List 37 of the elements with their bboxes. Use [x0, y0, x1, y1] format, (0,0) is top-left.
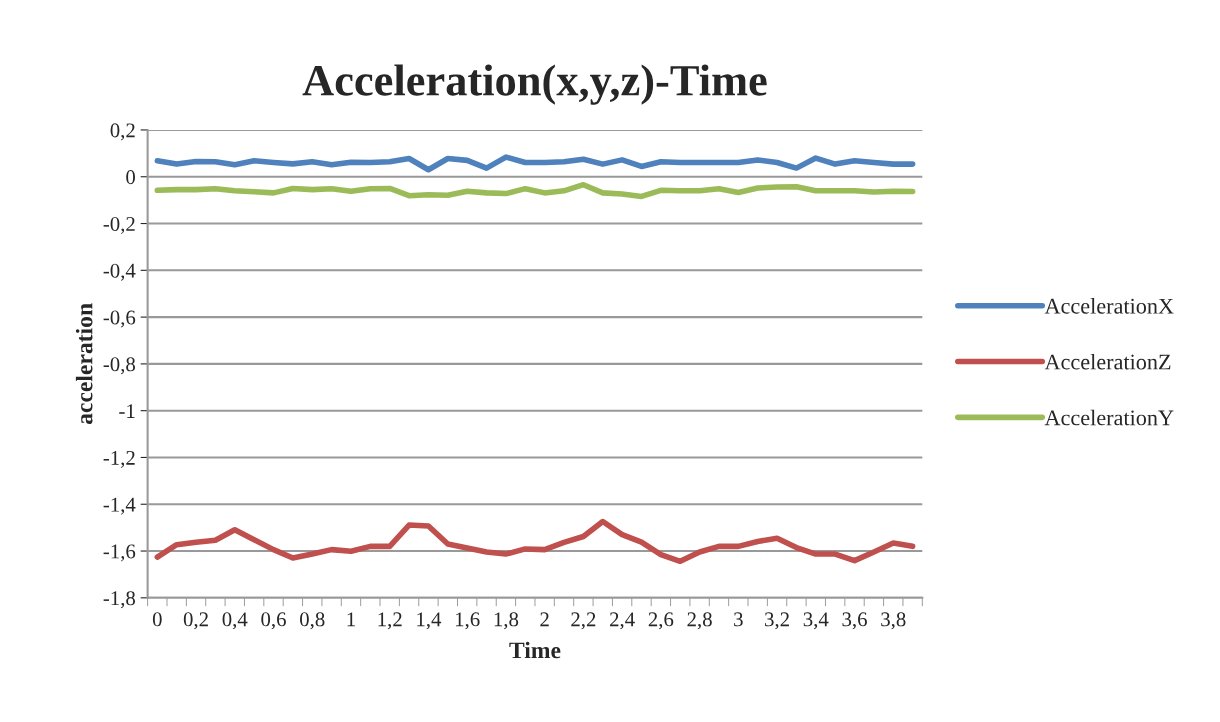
y-tick-label: 0: [126, 170, 136, 185]
x-tick-label: 2,2: [571, 612, 596, 630]
x-tick-label: 0: [152, 612, 162, 627]
y-tick-label: -0,8: [103, 357, 136, 375]
x-tick-label: 3,2: [765, 612, 789, 630]
x-tick-label: 2,4: [610, 612, 635, 630]
y-tick-label: 0,2: [110, 123, 135, 141]
x-tick-label: 0,6: [261, 612, 286, 630]
y-tick-label: -0,2: [103, 216, 135, 234]
x-tick-label: 0,8: [300, 612, 325, 630]
x-tick-label: 0,4: [222, 612, 248, 630]
x-tick-label: 1,2: [378, 612, 402, 630]
y-tick-label: -1,6: [103, 544, 136, 562]
legend-label: AccelerationX: [1044, 298, 1174, 314]
y-tick-label: -1,4: [103, 497, 136, 515]
x-tick-label: 3: [734, 612, 743, 627]
y-tick-label: -0,6: [103, 310, 136, 328]
x-tick-label: 1,8: [494, 612, 519, 630]
legend-label: AccelerationY: [1044, 409, 1174, 426]
x-tick-label: 1: [347, 612, 355, 627]
x-tick-label: 2,6: [648, 612, 674, 630]
y-axis-title: acceleration: [75, 303, 93, 425]
x-tick-label: 3,6: [842, 612, 867, 630]
legend-label: AccelerationZ: [1044, 353, 1171, 370]
y-tick-label: -1,8: [103, 591, 136, 609]
y-tick-label: -1,2: [103, 450, 135, 468]
x-tick-label: 1,4: [417, 612, 442, 630]
x-axis-title: Time: [509, 641, 561, 659]
x-tick-label: 0,2: [183, 612, 208, 630]
x-tick-label: 2: [540, 612, 549, 627]
x-tick-label: 2,8: [687, 612, 712, 630]
x-tick-label: 3,4: [803, 612, 829, 630]
y-tick-label: -0,4: [103, 263, 136, 281]
x-tick-label: 1,6: [456, 612, 480, 630]
y-tick-label: -1: [119, 404, 135, 418]
chart-title: Acceleration(x,y,z)-Time: [302, 64, 767, 105]
x-tick-label: 3,8: [881, 612, 906, 630]
